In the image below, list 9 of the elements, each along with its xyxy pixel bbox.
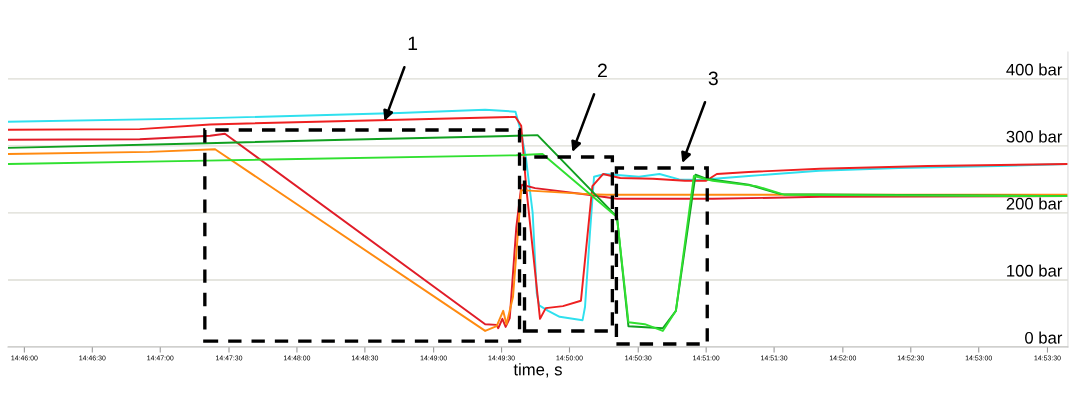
- y-tick-label: 100 bar: [1007, 264, 1063, 277]
- y-tick-label: 400 bar: [1006, 63, 1063, 76]
- annotation: 1: [408, 36, 418, 51]
- y-tick-label: 0 bar: [1025, 331, 1063, 344]
- annotation: 2: [597, 63, 607, 78]
- y-tick-label: 200 bar: [1006, 197, 1063, 210]
- y-tick-label: 300 bar: [1006, 130, 1063, 143]
- x-axis-title: time, s: [513, 363, 562, 378]
- annotation: 3: [708, 71, 718, 86]
